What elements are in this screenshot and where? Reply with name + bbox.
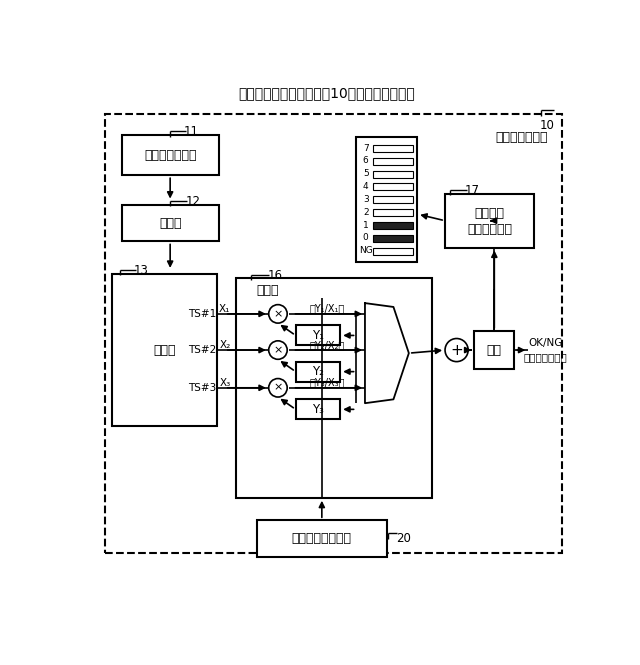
Text: NG: NG	[359, 246, 372, 255]
Text: TS#1: TS#1	[188, 309, 216, 319]
Bar	[372, 235, 413, 242]
Bar	[372, 158, 413, 165]
Text: +: +	[450, 342, 463, 358]
Text: 本発明の無線基地局装置10の実施例２の構成: 本発明の無線基地局装置10の実施例２の構成	[238, 86, 415, 100]
Text: 12: 12	[186, 195, 200, 207]
Bar	[122, 205, 219, 241]
Text: 1: 1	[363, 221, 369, 229]
Bar	[445, 194, 534, 247]
Bar	[122, 135, 219, 176]
Text: 演算部: 演算部	[257, 284, 279, 297]
Bar	[372, 184, 413, 190]
Bar	[296, 325, 340, 345]
Text: Y₁: Y₁	[312, 329, 324, 342]
Text: ×: ×	[273, 345, 283, 355]
Text: 6: 6	[363, 156, 369, 166]
Text: 5: 5	[363, 169, 369, 178]
Text: 方向調整: 方向調整	[475, 207, 505, 220]
Text: ［Y₂/X₂］: ［Y₂/X₂］	[309, 340, 344, 350]
Text: 2: 2	[363, 207, 369, 217]
Bar	[296, 400, 340, 420]
Bar	[372, 222, 413, 229]
Text: 管理制御端末装置: 管理制御端末装置	[292, 532, 352, 545]
Text: 17: 17	[465, 184, 480, 197]
Text: 指向性アンテナ: 指向性アンテナ	[144, 149, 196, 162]
Text: 空きスロット数: 空きスロット数	[524, 352, 567, 362]
Text: 判定: 判定	[487, 344, 502, 356]
Text: TS#3: TS#3	[188, 383, 216, 393]
Text: ［Y₁/X₁］: ［Y₁/X₁］	[309, 303, 344, 313]
Text: ×: ×	[273, 309, 283, 319]
Bar	[296, 362, 340, 382]
Bar	[105, 114, 562, 553]
Text: インジケータ: インジケータ	[467, 223, 512, 235]
Text: 0: 0	[363, 233, 369, 243]
Text: 16: 16	[268, 269, 283, 281]
Bar	[474, 331, 515, 369]
Text: 13: 13	[134, 264, 149, 277]
Text: 10: 10	[540, 119, 554, 132]
Text: 復調部: 復調部	[154, 344, 176, 356]
Text: ［Y₃/X₃］: ［Y₃/X₃］	[309, 378, 344, 388]
Text: 無線基地局装置: 無線基地局装置	[496, 132, 548, 144]
Bar	[236, 279, 432, 498]
Text: 7: 7	[363, 144, 369, 152]
Text: 3: 3	[363, 195, 369, 204]
Text: Y₂: Y₂	[312, 365, 324, 378]
Bar	[372, 145, 413, 152]
Text: Y₃: Y₃	[312, 403, 324, 416]
Text: 無線部: 無線部	[159, 217, 181, 229]
Text: TS#2: TS#2	[188, 345, 216, 355]
Bar	[257, 520, 387, 557]
Text: X₁: X₁	[219, 305, 230, 315]
Bar	[372, 209, 413, 216]
Bar	[356, 137, 417, 261]
Bar	[113, 274, 217, 426]
Text: ×: ×	[273, 383, 283, 393]
Bar	[372, 247, 413, 255]
Text: 20: 20	[396, 532, 411, 545]
Text: 4: 4	[363, 182, 369, 191]
Text: X₃: X₃	[219, 378, 230, 388]
Bar	[372, 170, 413, 178]
Text: OK/NG: OK/NG	[528, 338, 563, 348]
Text: X₂: X₂	[219, 340, 230, 350]
Bar	[372, 196, 413, 203]
Text: 11: 11	[184, 125, 199, 138]
